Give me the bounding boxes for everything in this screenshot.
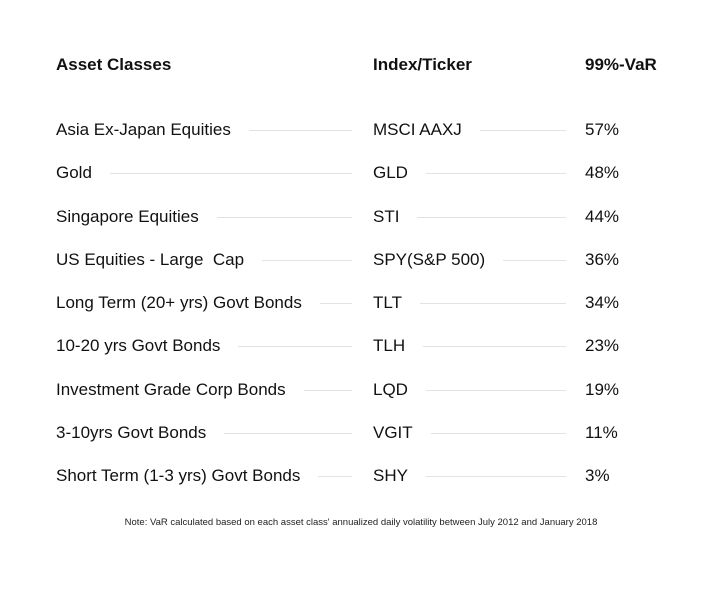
table-row: Long Term (20+ yrs) Govt Bonds TLT 34%: [0, 281, 722, 324]
leader-line: [319, 303, 352, 305]
header-index-ticker: Index/Ticker: [373, 55, 472, 74]
header-asset-classes: Asset Classes: [56, 55, 172, 74]
var-value: 3%: [585, 466, 610, 486]
ticker-name: LQD: [373, 379, 408, 399]
var-value: 19%: [585, 379, 620, 399]
asset-cell: Asia Ex-Japan Equities: [56, 120, 352, 140]
leader-line: [216, 216, 352, 218]
asset-name: 3-10yrs Govt Bonds: [56, 423, 207, 443]
ticker-name: SHY: [373, 466, 408, 486]
asset-name: Gold: [56, 163, 92, 183]
asset-name: Long Term (20+ yrs) Govt Bonds: [56, 293, 302, 313]
leader-line: [425, 173, 566, 175]
ticker-name: SPY(S&P 500): [373, 249, 486, 269]
leader-line: [425, 389, 566, 391]
table-row: 3-10yrs Govt Bonds VGIT 11%: [0, 411, 722, 454]
leader-line: [425, 476, 566, 478]
ticker-name: TLT: [373, 293, 402, 313]
asset-cell: Long Term (20+ yrs) Govt Bonds: [56, 293, 352, 313]
leader-line: [262, 259, 352, 261]
var-value: 11%: [585, 423, 618, 443]
ticker-name: GLD: [373, 163, 408, 183]
asset-name: Singapore Equities: [56, 206, 199, 226]
header-var: 99%-VaR: [585, 55, 657, 74]
asset-cell: Investment Grade Corp Bonds: [56, 380, 352, 400]
table-row: Short Term (1-3 yrs) Govt Bonds SHY 3%: [0, 454, 722, 497]
table-row: Singapore Equities STI 44%: [0, 195, 722, 238]
table-row: US Equities - Large Cap SPY(S&P 500) 36%: [0, 238, 722, 281]
leader-line: [303, 389, 352, 391]
leader-line: [503, 259, 566, 261]
ticker-cell: MSCI AAXJ: [373, 120, 566, 140]
ticker-cell: SHY: [373, 466, 566, 486]
leader-line: [479, 130, 566, 131]
var-value: 57%: [585, 120, 620, 139]
table-body: Asia Ex-Japan Equities MSCI AAXJ 57% Gol…: [0, 108, 722, 498]
var-value: 36%: [585, 249, 620, 269]
var-value: 48%: [585, 163, 620, 183]
var-value: 44%: [585, 206, 620, 226]
leader-line: [109, 173, 352, 175]
ticker-name: STI: [373, 206, 400, 226]
leader-line: [318, 476, 352, 478]
footnote: Note: VaR calculated based on each asset…: [124, 517, 598, 528]
asset-cell: Gold: [56, 163, 352, 183]
asset-name: Asia Ex-Japan Equities: [56, 120, 231, 139]
leader-line: [248, 130, 352, 131]
leader-line: [417, 216, 566, 218]
ticker-cell: STI: [373, 207, 566, 227]
ticker-cell: GLD: [373, 163, 566, 183]
ticker-name: TLH: [373, 336, 406, 356]
ticker-name: MSCI AAXJ: [373, 120, 462, 139]
ticker-cell: TLH: [373, 336, 566, 356]
table-row: 10-20 yrs Govt Bonds TLH 23%: [0, 324, 722, 367]
leader-line: [238, 346, 352, 348]
asset-name: US Equities - Large Cap: [56, 249, 245, 269]
asset-name: Investment Grade Corp Bonds: [56, 379, 286, 399]
ticker-name: VGIT: [373, 423, 413, 443]
ticker-cell: LQD: [373, 380, 566, 400]
var-value: 34%: [585, 293, 620, 313]
table-header: Asset Classes Index/Ticker 99%-VaR: [0, 55, 722, 79]
leader-line: [224, 433, 352, 435]
leader-line: [430, 433, 566, 435]
ticker-cell: TLT: [373, 293, 566, 313]
asset-name: Short Term (1-3 yrs) Govt Bonds: [56, 466, 301, 486]
asset-cell: Short Term (1-3 yrs) Govt Bonds: [56, 466, 352, 486]
table-row: Gold GLD 48%: [0, 151, 722, 194]
asset-name: 10-20 yrs Govt Bonds: [56, 336, 221, 356]
leader-line: [423, 346, 566, 348]
asset-cell: 3-10yrs Govt Bonds: [56, 423, 352, 443]
table-row: Investment Grade Corp Bonds LQD 19%: [0, 368, 722, 411]
ticker-cell: SPY(S&P 500): [373, 250, 566, 270]
asset-cell: US Equities - Large Cap: [56, 250, 352, 270]
leader-line: [419, 303, 566, 305]
ticker-cell: VGIT: [373, 423, 566, 443]
asset-cell: Singapore Equities: [56, 207, 352, 227]
asset-cell: 10-20 yrs Govt Bonds: [56, 336, 352, 356]
var-value: 23%: [585, 336, 620, 356]
table-row: Asia Ex-Japan Equities MSCI AAXJ 57%: [0, 108, 722, 151]
